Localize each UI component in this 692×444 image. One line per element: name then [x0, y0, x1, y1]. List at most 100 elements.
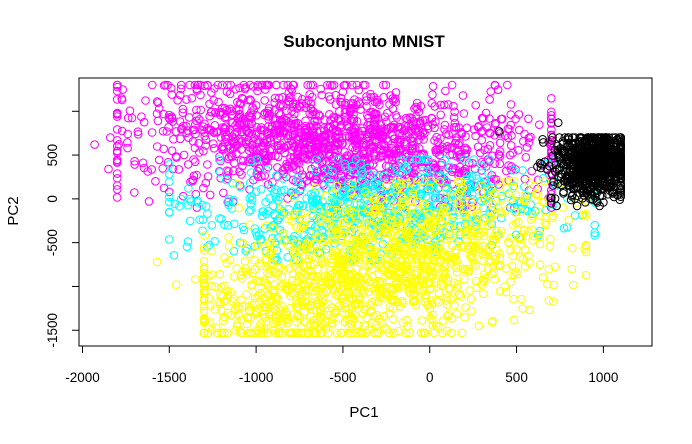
data-point — [241, 267, 250, 276]
data-point — [408, 210, 417, 220]
data-point — [507, 131, 516, 140]
data-point — [325, 266, 335, 275]
data-point — [372, 258, 382, 267]
data-point — [253, 240, 263, 249]
data-point — [453, 146, 463, 156]
data-point — [295, 200, 304, 210]
data-point — [220, 124, 229, 133]
data-point — [301, 121, 311, 131]
data-point — [338, 290, 347, 300]
data-point — [216, 156, 225, 166]
data-point — [301, 98, 311, 108]
data-point — [192, 105, 201, 115]
data-point — [337, 98, 347, 107]
data-point — [309, 315, 319, 325]
data-point — [112, 125, 122, 134]
data-point — [361, 156, 370, 165]
data-point — [256, 185, 266, 194]
data-point — [368, 278, 378, 288]
data-point — [493, 85, 503, 94]
data-point — [397, 124, 406, 133]
data-point — [293, 135, 303, 145]
data-point — [284, 118, 293, 127]
data-point — [581, 270, 591, 280]
data-point — [430, 226, 440, 236]
data-point — [548, 133, 557, 142]
data-point — [340, 278, 350, 288]
data-point — [170, 199, 179, 209]
data-point — [144, 197, 154, 206]
data-point — [335, 107, 344, 116]
data-point — [402, 262, 412, 271]
data-point — [566, 195, 576, 205]
data-point — [368, 108, 377, 117]
data-point — [257, 80, 267, 90]
data-point — [547, 131, 556, 140]
data-point — [572, 201, 582, 211]
data-point — [349, 128, 359, 137]
data-point — [90, 140, 99, 149]
data-point — [411, 102, 421, 112]
data-point — [386, 149, 396, 159]
data-point — [218, 80, 227, 90]
data-point — [299, 137, 308, 147]
data-point — [340, 159, 350, 169]
data-point — [455, 138, 464, 148]
data-point — [426, 272, 436, 281]
data-point — [231, 84, 240, 94]
data-point — [224, 196, 234, 206]
data-point — [112, 181, 122, 190]
data-point — [396, 168, 405, 177]
data-point — [406, 283, 415, 293]
data-point — [434, 288, 444, 298]
data-point — [348, 178, 357, 188]
data-point — [466, 184, 476, 193]
data-point — [112, 158, 122, 167]
data-point — [473, 142, 483, 152]
data-point — [569, 280, 578, 290]
data-point — [509, 294, 518, 304]
data-point — [270, 93, 280, 103]
data-point — [380, 112, 390, 122]
data-point — [197, 200, 207, 210]
data-point — [176, 84, 186, 94]
data-point — [320, 236, 329, 246]
data-point — [613, 190, 622, 200]
data-point — [393, 214, 402, 224]
data-point — [593, 149, 602, 159]
data-point — [390, 203, 400, 212]
data-point — [466, 242, 476, 252]
data-point — [200, 119, 209, 129]
data-point — [169, 251, 179, 260]
data-point — [319, 310, 329, 320]
data-point — [403, 321, 412, 331]
data-point — [408, 189, 418, 198]
data-point — [233, 118, 242, 127]
data-point — [348, 294, 357, 303]
data-point — [337, 303, 347, 313]
data-point — [199, 268, 209, 278]
data-point — [187, 93, 197, 103]
data-point — [339, 81, 349, 90]
data-point — [405, 113, 415, 122]
data-point — [421, 155, 430, 164]
data-point — [384, 328, 394, 338]
data-point — [491, 188, 500, 198]
data-point — [516, 207, 526, 216]
data-point — [341, 163, 350, 172]
data-point — [386, 193, 395, 203]
data-point — [460, 313, 470, 322]
data-point — [466, 197, 476, 206]
data-point — [440, 125, 449, 134]
data-point — [412, 98, 422, 108]
data-point — [314, 317, 324, 327]
data-point — [449, 101, 458, 111]
data-point — [287, 216, 297, 226]
data-point — [137, 112, 146, 121]
data-point — [390, 261, 400, 270]
data-point — [207, 325, 217, 335]
data-point — [346, 188, 356, 198]
data-point — [207, 281, 216, 291]
data-point — [245, 220, 255, 229]
data-point — [217, 214, 226, 224]
